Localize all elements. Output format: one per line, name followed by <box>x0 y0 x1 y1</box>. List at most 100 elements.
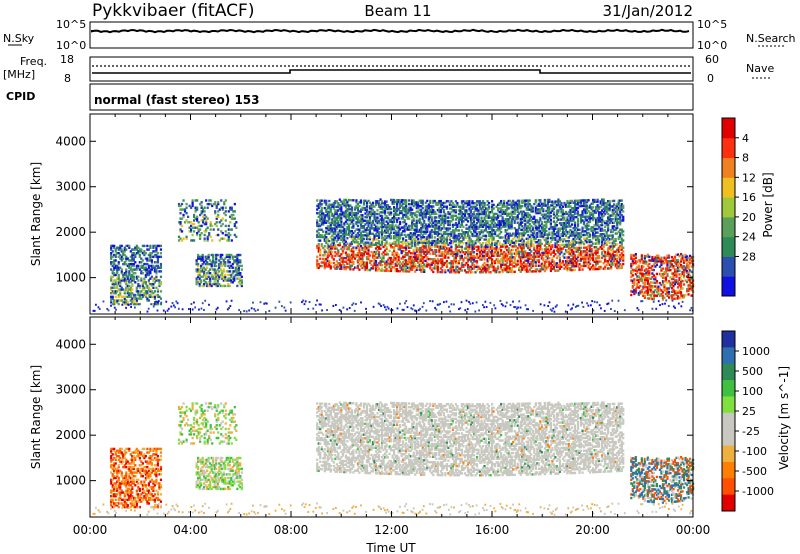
power-cell <box>471 221 474 225</box>
power-cell <box>480 243 483 247</box>
power-cell <box>349 260 352 264</box>
power-cell <box>320 234 323 237</box>
power-cell <box>421 266 424 270</box>
power-cell <box>477 227 480 230</box>
power-cell <box>368 268 372 272</box>
power-cell <box>393 206 396 209</box>
power-cell <box>350 229 353 233</box>
power-cell <box>429 214 432 217</box>
power-cell <box>380 256 384 260</box>
power-cell <box>466 271 470 274</box>
power-cell <box>525 255 528 259</box>
power-cell <box>385 240 388 243</box>
power-cell <box>435 223 438 226</box>
power-cell <box>361 217 364 221</box>
power-cell <box>448 247 451 250</box>
power-cell <box>512 203 515 206</box>
power-cell <box>501 218 504 221</box>
power-cell <box>454 229 458 232</box>
power-cell <box>359 226 363 230</box>
power-cell <box>352 211 355 215</box>
power-cell <box>408 270 411 273</box>
power-cell <box>353 253 357 257</box>
power-cell <box>402 239 405 242</box>
power-cell <box>427 225 430 228</box>
power-cell <box>341 236 344 240</box>
power-cell <box>423 250 426 253</box>
power-cell <box>403 268 406 271</box>
power-cell <box>409 264 412 268</box>
power-cell <box>433 259 436 263</box>
power-cell <box>356 224 360 228</box>
power-cell <box>411 266 414 270</box>
power-cell <box>323 239 326 243</box>
power-cell <box>326 210 329 214</box>
power-cell <box>329 230 332 234</box>
power-cell <box>441 270 444 274</box>
power-cell <box>370 241 373 245</box>
power-cell <box>596 231 599 234</box>
power-cell <box>338 231 341 234</box>
power-cell <box>367 257 370 261</box>
power-cell <box>340 200 343 203</box>
power-cell <box>383 262 387 265</box>
power-cell <box>326 239 329 243</box>
power-cell <box>472 229 476 232</box>
power-cell <box>454 238 458 241</box>
power-cell <box>344 266 347 269</box>
power-cell <box>525 264 528 268</box>
power-cell <box>506 219 509 223</box>
power-cell <box>519 219 522 222</box>
power-cell <box>409 255 412 259</box>
power-cell <box>486 216 489 219</box>
power-cell <box>344 260 347 263</box>
power-cell <box>402 208 405 211</box>
power-cell <box>509 250 512 254</box>
power-cell <box>602 198 605 201</box>
power-cell <box>478 207 482 210</box>
power-cell <box>411 199 414 202</box>
power-cell <box>489 232 492 236</box>
power-cell <box>364 219 367 223</box>
power-cell <box>414 259 417 262</box>
power-cell <box>527 239 530 242</box>
power-cell <box>415 230 418 233</box>
power-cell <box>424 214 427 217</box>
power-cell <box>489 243 492 247</box>
power-cell <box>420 226 423 230</box>
power-cell <box>524 204 527 208</box>
power-cell <box>374 229 378 232</box>
power-cell <box>472 254 476 258</box>
power-cell <box>355 201 358 204</box>
power-cell <box>328 239 331 243</box>
power-cell <box>527 257 530 260</box>
power-cell <box>397 224 400 227</box>
power-cell <box>397 239 400 242</box>
power-cell <box>328 227 331 230</box>
power-cell <box>388 249 391 253</box>
power-cell <box>507 267 510 270</box>
power-cell <box>380 207 384 210</box>
power-cell <box>322 221 325 224</box>
power-cell <box>355 228 358 231</box>
power-cell <box>414 270 417 273</box>
power-cell <box>377 251 381 254</box>
power-cell <box>420 230 423 233</box>
power-cell <box>356 217 360 220</box>
power-cell <box>374 263 378 267</box>
power-cell <box>475 227 479 230</box>
power-cell <box>344 215 347 218</box>
power-cell <box>501 252 504 256</box>
power-cell <box>527 226 530 230</box>
power-cell <box>478 223 482 227</box>
power-cell <box>385 269 388 272</box>
power-cell <box>346 218 349 222</box>
power-cell <box>144 252 147 255</box>
power-cell <box>420 201 423 204</box>
power-cell <box>394 240 397 244</box>
power-cell <box>402 202 405 206</box>
power-cell <box>349 218 352 222</box>
power-cell <box>323 234 326 237</box>
power-cell <box>489 256 492 259</box>
power-cell <box>492 267 495 270</box>
